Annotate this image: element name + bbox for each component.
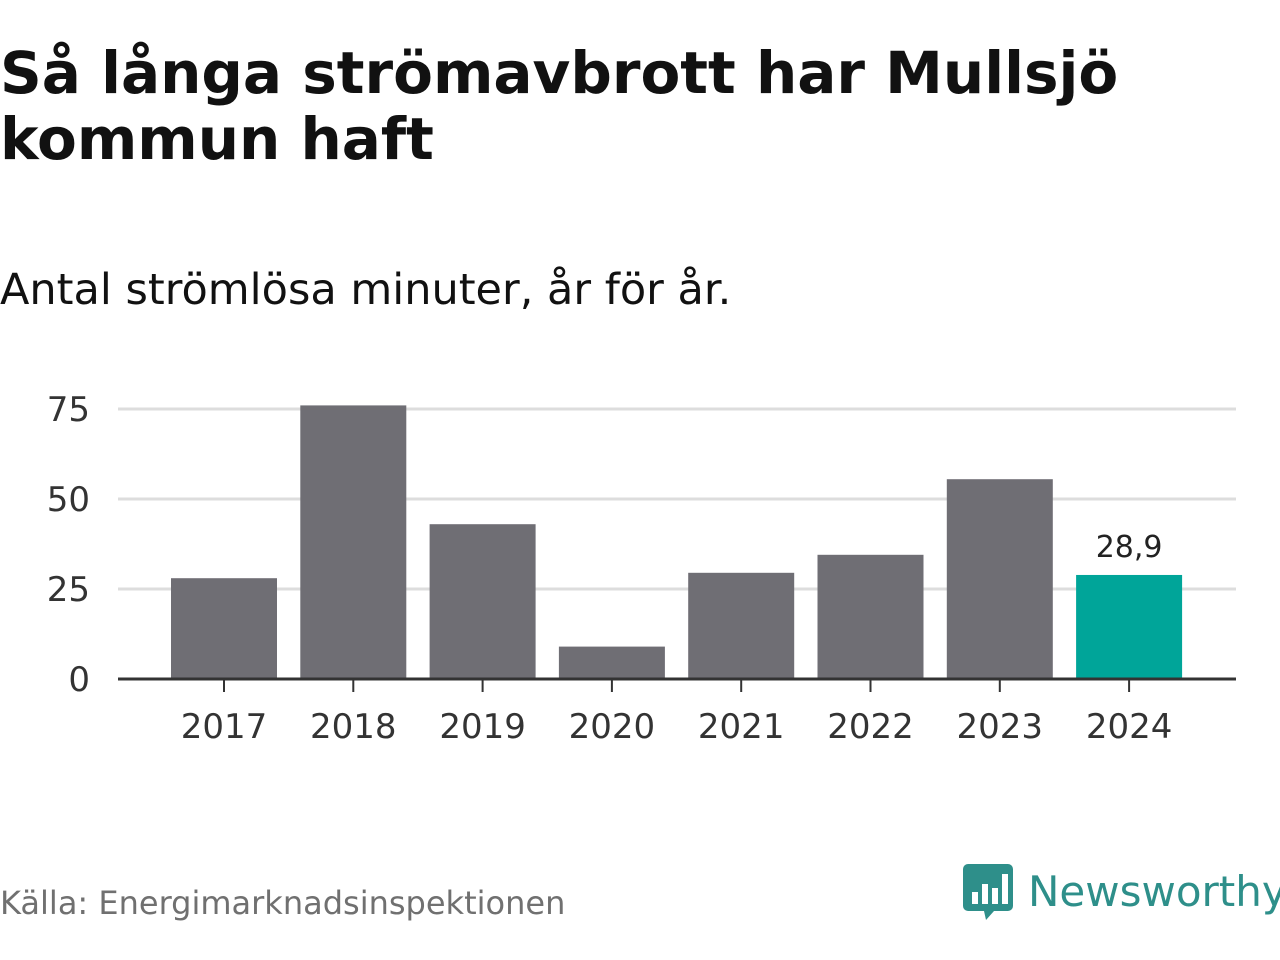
x-tick-label: 2019	[439, 707, 526, 747]
data-label: 28,9	[1096, 530, 1163, 565]
y-tick-label: 75	[47, 390, 90, 430]
chart-subtitle: Antal strömlösa minuter, år för år.	[0, 265, 732, 315]
x-tick-label: 2017	[181, 707, 268, 747]
x-tick-label: 2022	[827, 707, 914, 747]
bar	[1076, 574, 1183, 679]
bar	[817, 554, 924, 679]
x-tick-label: 2018	[310, 707, 397, 747]
chart-bubble-icon	[963, 864, 1013, 920]
y-tick-label: 0	[68, 660, 90, 700]
chart-title: Så långa strömavbrott har Mullsjö kommun…	[0, 39, 1119, 173]
bar	[300, 405, 407, 679]
y-tick-label: 25	[47, 570, 90, 610]
brand-name: Newsworthy	[1028, 867, 1280, 916]
x-tick-label: 2024	[1086, 707, 1173, 747]
brand-logo: Newsworthy	[962, 862, 1280, 922]
bar	[688, 572, 795, 679]
bar	[558, 646, 665, 679]
source-note: Källa: Energimarknadsinspektionen	[0, 884, 566, 922]
bar	[171, 578, 277, 679]
bar-chart: 0 25 50 75 2017 2018 2019 2020 2021 2022 2023 2024 2…	[47, 390, 1236, 747]
bar	[429, 524, 536, 679]
bar	[946, 479, 1053, 679]
x-tick-label: 2021	[698, 707, 785, 747]
x-tick-label: 2023	[957, 707, 1044, 747]
y-tick-label: 50	[47, 480, 90, 520]
x-tick-label: 2020	[569, 707, 656, 747]
